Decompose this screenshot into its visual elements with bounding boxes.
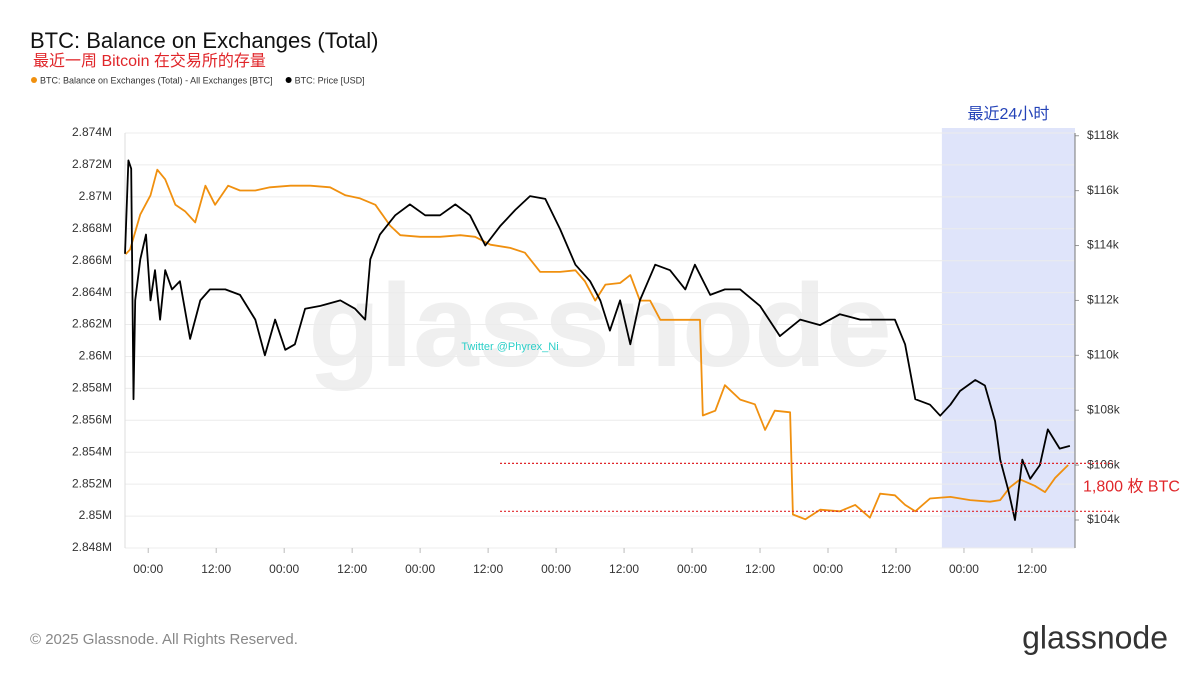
y-tick-label: 2.86M — [79, 349, 112, 363]
y2-tick-label: $114k — [1087, 238, 1120, 252]
series-line — [124, 159, 1071, 521]
y2-tick-label: $108k — [1087, 402, 1121, 416]
x-tick-label: 12:00 — [745, 562, 775, 576]
x-tick-label: 00:00 — [949, 562, 979, 576]
y-tick-label: 2.87M — [79, 189, 112, 203]
y-tick-label: 2.874M — [72, 125, 112, 139]
x-tick-label: 12:00 — [881, 562, 911, 576]
y-tick-label: 2.848M — [72, 540, 112, 554]
highlight-label: 最近24小时 — [968, 105, 1050, 123]
x-tick-label: 12:00 — [337, 562, 367, 576]
y-tick-label: 2.85M — [79, 508, 112, 522]
footer: © 2025 Glassnode. All Rights Reserved. — [30, 631, 298, 648]
x-tick-label: 00:00 — [133, 562, 163, 576]
y-tick-label: 2.852M — [72, 476, 112, 490]
y2-tick-label: $112k — [1087, 293, 1120, 307]
y-tick-label: 2.856M — [72, 412, 112, 426]
x-tick-label: 12:00 — [473, 562, 503, 576]
y-tick-label: 2.854M — [72, 444, 112, 458]
y-tick-label: 2.866M — [72, 253, 112, 267]
x-tick-label: 00:00 — [405, 562, 435, 576]
series-line — [124, 168, 1069, 521]
logo: glassnode — [1022, 619, 1168, 655]
chart-subtitle: 最近一周 Bitcoin 在交易所的存量 — [33, 52, 266, 70]
y2-tick-label: $110k — [1087, 347, 1120, 361]
x-tick-label: 00:00 — [813, 562, 843, 576]
x-tick-label: 00:00 — [677, 562, 707, 576]
y2-tick-label: $116k — [1087, 183, 1120, 197]
reference-label: 1,800 枚 BTC — [1083, 478, 1180, 496]
y-tick-label: 2.858M — [72, 381, 112, 395]
y-tick-label: 2.868M — [72, 221, 112, 235]
x-tick-label: 12:00 — [609, 562, 639, 576]
y2-tick-label: $106k — [1087, 457, 1121, 471]
legend-dot — [31, 77, 37, 83]
legend-dot — [285, 77, 292, 83]
highlight-band — [941, 128, 1075, 548]
y2-tick-label: $118k — [1087, 128, 1120, 142]
watermark: glassnode — [308, 260, 892, 392]
twitter-annotation: Twitter @Phyrex_Ni — [461, 341, 558, 353]
x-tick-label: 00:00 — [541, 562, 571, 576]
legend-label: BTC: Balance on Exchanges (Total) - All … — [40, 75, 273, 85]
x-tick-label: 12:00 — [1017, 562, 1047, 576]
legend-label: BTC: Price [USD] — [295, 75, 365, 85]
y-tick-label: 2.864M — [72, 285, 112, 299]
x-tick-label: 00:00 — [269, 562, 299, 576]
y2-tick-label: $104k — [1087, 512, 1121, 526]
y-tick-label: 2.862M — [72, 317, 112, 331]
x-tick-label: 12:00 — [201, 562, 231, 576]
y-tick-label: 2.872M — [72, 157, 112, 171]
chart-title: BTC: Balance on Exchanges (Total) — [30, 28, 379, 53]
